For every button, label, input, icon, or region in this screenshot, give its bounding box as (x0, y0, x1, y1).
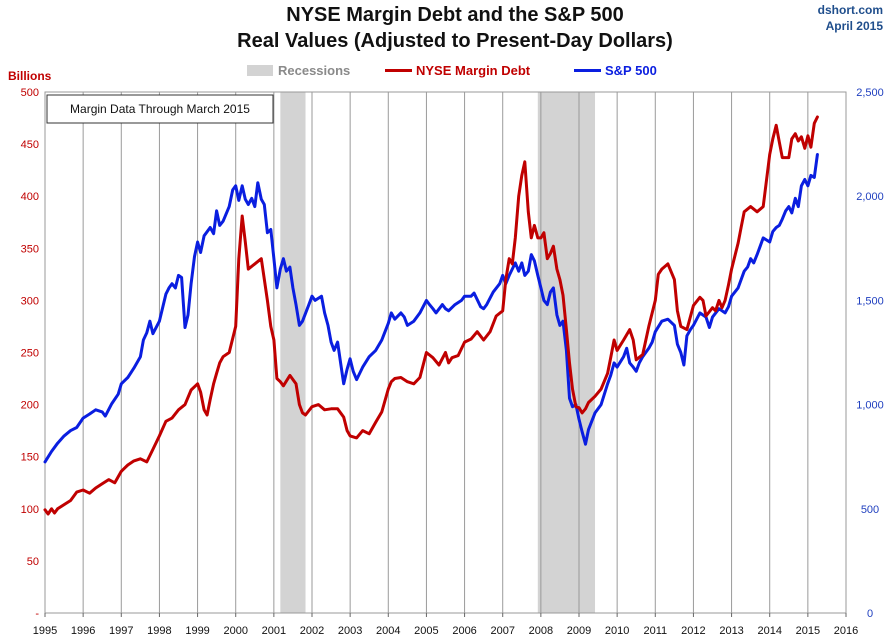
tick-label-x-2010: 2010 (605, 625, 629, 637)
chart-title-line2: Real Values (Adjusted to Present-Day Dol… (237, 30, 673, 52)
tick-label-x-1997: 1997 (109, 625, 133, 637)
tick-label-x-1999: 1999 (185, 625, 209, 637)
tick-label-left-100: 100 (21, 504, 39, 516)
tick-label-x-1998: 1998 (147, 625, 171, 637)
series-line-margin-debt (43, 115, 819, 516)
recession-bands (280, 92, 596, 613)
tick-label-x-2000: 2000 (223, 625, 247, 637)
tick-label-x-2001: 2001 (262, 625, 286, 637)
tick-label-left-500: 500 (21, 87, 39, 99)
tick-label-left-150: 150 (21, 452, 39, 464)
tick-label-left-250: 250 (21, 348, 39, 360)
tick-label-x-2013: 2013 (719, 625, 743, 637)
annotation-box: Margin Data Through March 2015 (46, 94, 274, 124)
tick-label-x-1995: 1995 (33, 625, 57, 637)
tick-label-right-2500: 2,500 (856, 87, 884, 99)
series (43, 115, 819, 516)
tick-label-x-2011: 2011 (643, 625, 667, 637)
tick-label-x-2016: 2016 (834, 625, 858, 637)
y-axis-left: - 50 100 150 200 250 300 350 400 450 500 (21, 87, 40, 620)
tick-label-x-2005: 2005 (414, 625, 438, 637)
tick-label-x-2012: 2012 (681, 625, 705, 637)
tick-label-x-2015: 2015 (796, 625, 820, 637)
recession-band-1 (280, 92, 306, 613)
y-axis-left-label: Billions (8, 69, 52, 83)
annotation-frame (46, 94, 274, 124)
legend-recession-label: Recessions (278, 63, 350, 78)
tick-label-right-1500: 1,500 (856, 295, 884, 307)
tick-label-x-2003: 2003 (338, 625, 362, 637)
tick-label-right-0: 0 (867, 608, 873, 620)
tick-label-left-350: 350 (21, 243, 39, 255)
source-credit: dshort.com (818, 3, 883, 17)
x-axis: 1995 1996 1997 1998 1999 2000 2001 2002 2003 2004… (33, 613, 858, 637)
legend: Recessions NYSE Margin Debt S&P 500 (247, 63, 657, 78)
tick-label-left-300: 300 (21, 295, 39, 307)
tick-label-x-2014: 2014 (757, 625, 781, 637)
tick-label-x-2007: 2007 (490, 625, 514, 637)
legend-recession-swatch (247, 65, 273, 76)
tick-label-left-400: 400 (21, 191, 39, 203)
legend-margin-label: NYSE Margin Debt (416, 63, 531, 78)
tick-label-right-2000: 2,000 (856, 191, 884, 203)
series-line-sp500 (43, 153, 819, 464)
tick-label-left-450: 450 (21, 139, 39, 151)
legend-sp500-label: S&P 500 (605, 63, 657, 78)
y-axis-right: 0 500 1,000 1,500 2,000 2,500 (856, 87, 884, 620)
tick-label-left-200: 200 (21, 400, 39, 412)
tick-label-left-0: - (35, 608, 39, 620)
tick-label-x-2006: 2006 (452, 625, 476, 637)
tick-label-left-50: 50 (27, 556, 39, 568)
tick-label-x-2004: 2004 (376, 625, 400, 637)
tick-label-x-2008: 2008 (529, 625, 553, 637)
source-date: April 2015 (826, 19, 884, 33)
plot-area-frame (44, 91, 847, 614)
tick-label-right-1000: 1,000 (856, 400, 884, 412)
annotation-text: Margin Data Through March 2015 (70, 102, 250, 116)
gridlines (82, 92, 809, 613)
chart-title-line1: NYSE Margin Debt and the S&P 500 (286, 4, 624, 26)
tick-label-x-2009: 2009 (567, 625, 591, 637)
tick-label-x-2002: 2002 (300, 625, 324, 637)
tick-label-x-1996: 1996 (71, 625, 95, 637)
tick-label-right-500: 500 (861, 504, 879, 516)
